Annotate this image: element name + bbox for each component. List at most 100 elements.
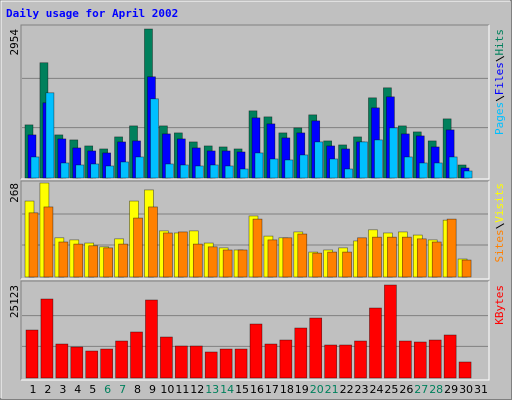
bar [145,299,158,379]
bar [461,259,472,278]
x-tick-label: 15 [235,383,249,396]
bar [387,236,397,278]
x-tick-label: 7 [119,383,126,396]
bar [269,158,279,179]
bar [118,243,128,278]
bar [399,340,412,379]
legend-entry: Sites [493,229,506,262]
bar [433,162,443,179]
bar [135,156,144,179]
x-tick-label: 22 [340,383,354,396]
bar [448,156,458,179]
x-tick-label: 5 [89,383,96,396]
bar [344,168,353,179]
x-tick-label: 8 [134,383,141,396]
x-tick-label: 30 [459,383,473,396]
x-tick-label: 16 [250,383,264,396]
bar [234,348,248,379]
bar [40,298,54,379]
bar [369,307,382,379]
chart-title: Daily usage for April 2002 [6,7,178,20]
bar [163,232,173,278]
x-tick-label: 4 [74,383,81,396]
x-tick-label: 1 [30,383,37,396]
bar [88,245,99,278]
x-tick-label: 11 [175,383,189,396]
bar [130,331,143,379]
bar [70,346,84,379]
bar [165,163,174,179]
legend-entry: Visits [493,183,506,223]
bar [204,351,218,379]
bar [85,350,99,379]
bar [90,163,100,179]
panel-bevel [20,24,489,179]
bar [282,237,293,278]
bar [239,168,249,179]
bar [252,218,263,278]
bar [100,348,113,379]
bar [55,343,69,379]
bar [297,233,308,278]
bar [160,336,173,379]
panel-bevel [20,180,489,279]
x-tick-label: 10 [160,383,174,396]
panel-bevel [21,281,490,381]
legend-entry: Pages [493,102,506,135]
bar [249,323,263,379]
panel-bevel [21,181,490,280]
bar [458,361,472,379]
bar [357,237,367,278]
bar [402,236,412,278]
bar [175,345,188,379]
bar [384,284,397,379]
bar [150,98,159,179]
bar [267,239,278,278]
x-tick-label: 12 [190,383,204,396]
bar [178,231,188,278]
panel-bevel [21,25,490,180]
bar [28,212,39,278]
x-tick-label: 13 [205,383,219,396]
legend-separator [495,95,505,102]
bar [60,162,70,179]
legend-separator [495,223,505,229]
bar [359,141,368,179]
bar [189,345,203,379]
bar [133,217,143,278]
x-tick-label: 28 [429,383,443,396]
bar [431,241,442,278]
panel-bevel [20,280,489,380]
bar [372,236,382,278]
bar [192,243,203,278]
bar [416,238,427,278]
bar [25,329,39,379]
bar [103,247,113,278]
bar [264,343,278,379]
bar [312,252,323,278]
bar [446,218,457,278]
bar [219,348,233,379]
bar [428,339,442,379]
bar [413,341,427,379]
bar [389,127,398,179]
bar [73,243,84,278]
x-tick-label: 17 [265,383,279,396]
bar [180,164,189,179]
bar [207,246,218,278]
x-tick-label: 29 [444,383,458,396]
bar [209,164,219,179]
bar [342,251,352,278]
legend-entry: Hits [493,29,506,56]
bar [254,152,264,179]
bar [299,154,309,179]
bar [418,162,428,179]
x-tick-label: 14 [220,383,234,396]
bar [30,156,40,179]
bar [222,249,233,278]
bar [443,334,457,379]
bar [324,344,337,379]
legend-separator [495,56,505,62]
